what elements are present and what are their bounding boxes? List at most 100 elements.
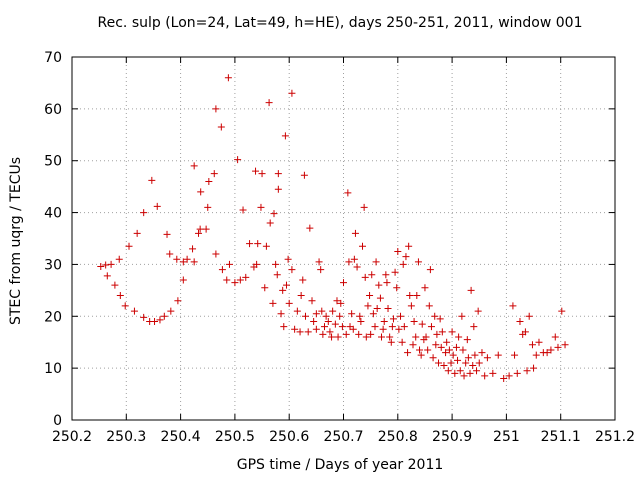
data-point (387, 338, 395, 346)
data-point (437, 343, 445, 351)
data-point (301, 312, 309, 320)
data-point (116, 292, 124, 300)
data-point (394, 247, 402, 255)
data-point (299, 276, 307, 284)
data-point (236, 276, 244, 284)
data-point (115, 255, 123, 263)
data-point (422, 333, 430, 341)
data-point (366, 292, 374, 300)
data-point (410, 317, 418, 325)
data-point (234, 156, 242, 164)
data-point (304, 328, 312, 336)
data-point (463, 336, 471, 344)
data-point (405, 242, 413, 250)
data-point (547, 346, 555, 354)
data-point (399, 260, 407, 268)
data-point (414, 258, 422, 266)
data-point (261, 284, 269, 292)
data-point (318, 307, 326, 315)
data-point (451, 369, 459, 377)
data-point (500, 375, 508, 383)
data-point (367, 330, 375, 338)
data-point (348, 310, 356, 318)
data-point (469, 362, 477, 370)
data-point (254, 240, 262, 248)
data-point (440, 362, 448, 370)
data-point (288, 89, 296, 97)
data-point (179, 258, 187, 266)
data-point (111, 281, 119, 289)
data-point (326, 328, 334, 336)
x-tick-label: 250.9 (432, 429, 472, 445)
x-axis-title: GPS time / Days of year 2011 (237, 457, 444, 473)
data-point (103, 272, 111, 280)
data-point (225, 260, 233, 268)
data-point (212, 250, 220, 258)
data-point (329, 307, 337, 315)
data-point (179, 276, 187, 284)
data-point (97, 263, 105, 271)
data-point (448, 328, 456, 336)
data-point (331, 320, 339, 328)
x-tick-label: 250.7 (323, 429, 363, 445)
x-tick-label: 251.2 (595, 429, 635, 445)
data-point (478, 349, 486, 357)
data-point (372, 258, 380, 266)
data-point (466, 369, 474, 377)
data-point (435, 359, 443, 367)
data-point (407, 302, 415, 310)
y-tick-label: 0 (53, 413, 62, 429)
y-axis-title: STEC from uqrg / TECUs (8, 157, 24, 325)
x-tick-label: 250.3 (106, 429, 146, 445)
data-point (196, 225, 204, 233)
data-point (380, 317, 388, 325)
data-point (320, 323, 328, 331)
data-point (386, 333, 394, 341)
data-point (282, 281, 290, 289)
data-point (402, 253, 410, 261)
data-point (459, 346, 467, 354)
data-point (167, 307, 175, 315)
x-tick-label: 251.1 (541, 429, 581, 445)
data-point (406, 292, 414, 300)
data-point (163, 230, 171, 238)
data-point (140, 313, 148, 321)
data-point (140, 209, 148, 217)
data-point (400, 323, 408, 331)
data-point (404, 349, 412, 357)
data-point (388, 323, 396, 331)
data-point (257, 203, 265, 211)
data-point (350, 255, 358, 263)
data-point (362, 333, 370, 341)
y-tick-label: 70 (44, 50, 62, 66)
data-point (246, 240, 254, 248)
data-point (272, 260, 280, 268)
data-point (125, 242, 133, 250)
data-point (293, 307, 301, 315)
data-point (516, 317, 524, 325)
data-point (460, 372, 468, 380)
data-point (432, 341, 440, 349)
data-point (107, 260, 115, 268)
data-point (382, 271, 390, 279)
data-point (252, 167, 260, 175)
data-points (97, 74, 569, 383)
data-point (359, 242, 367, 250)
data-point (333, 297, 341, 305)
data-point (183, 255, 191, 263)
data-point (489, 369, 497, 377)
data-point (312, 325, 320, 333)
data-point (322, 312, 330, 320)
data-point (224, 74, 232, 82)
data-point (558, 307, 566, 315)
data-point (279, 286, 287, 294)
data-point (231, 279, 239, 287)
data-point (379, 325, 387, 333)
data-point (554, 343, 562, 351)
data-point (391, 268, 399, 276)
data-point (511, 351, 519, 359)
data-point (281, 132, 289, 140)
data-point (274, 170, 282, 178)
data-point (436, 315, 444, 323)
data-point (473, 367, 481, 375)
